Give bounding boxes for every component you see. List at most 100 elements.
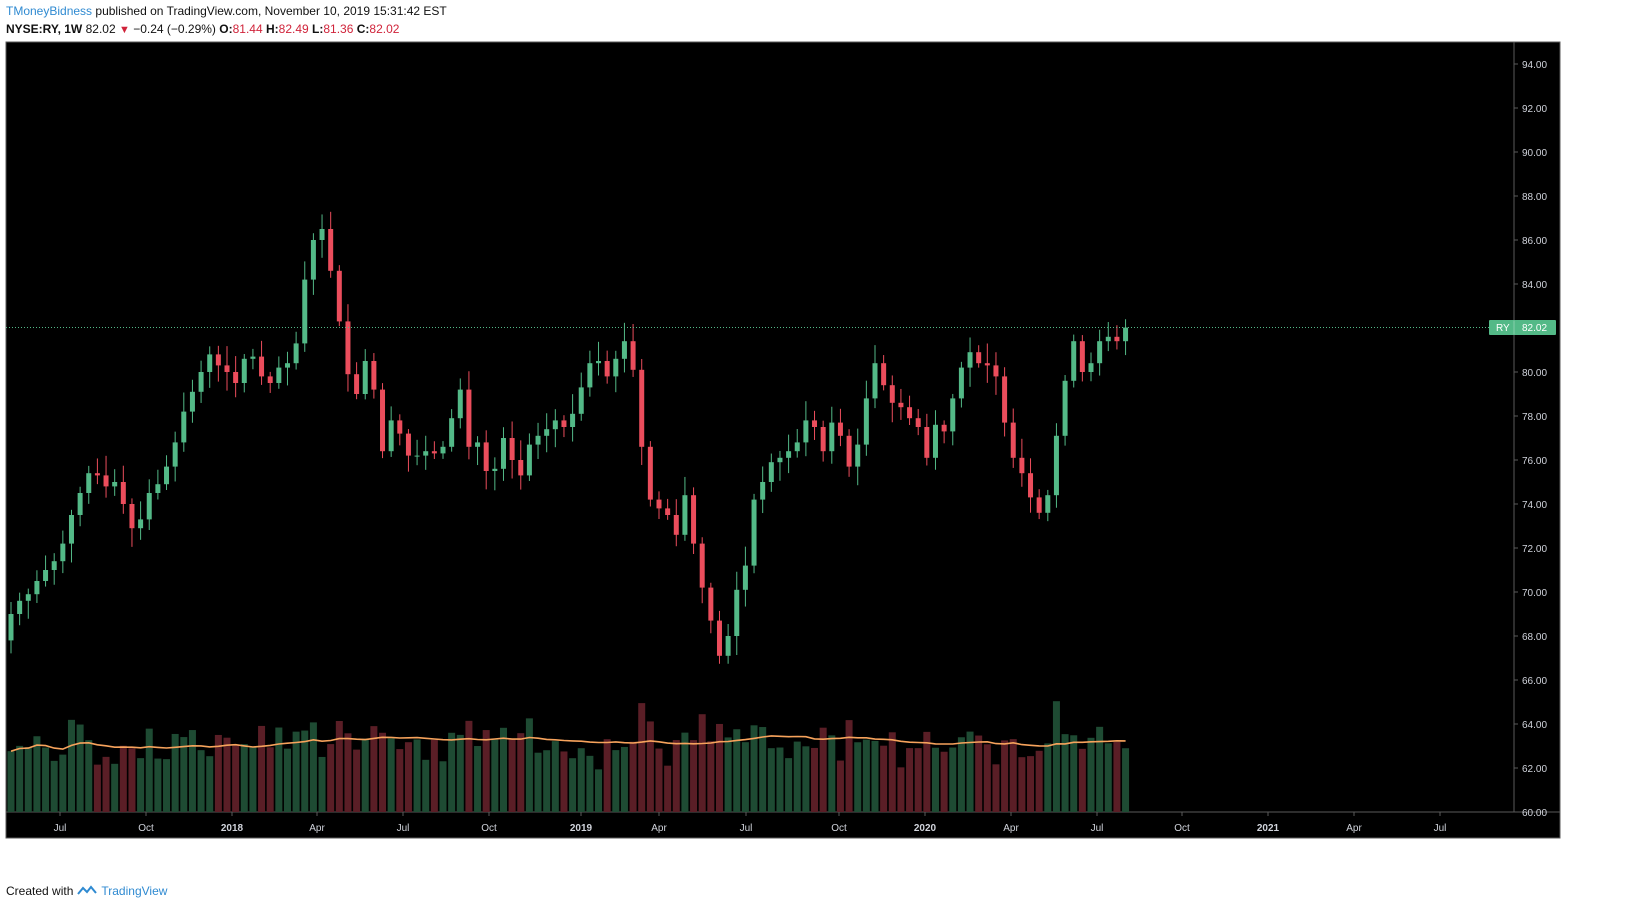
candle-body	[302, 279, 308, 344]
candle-body	[362, 361, 368, 394]
volume-bar	[992, 764, 1000, 812]
plot-area[interactable]	[6, 42, 1514, 812]
x-tick-label: Jul	[54, 823, 67, 834]
volume-bar	[595, 769, 603, 812]
volume-bar	[448, 732, 456, 812]
volume-bar	[819, 727, 827, 812]
price-axis[interactable]	[1514, 42, 1560, 812]
volume-bar	[862, 739, 870, 812]
volume-bar	[7, 751, 15, 812]
volume-bar	[940, 751, 948, 812]
candle-body	[207, 354, 213, 372]
volume-bar	[888, 732, 896, 812]
volume-bar	[301, 730, 309, 812]
candle-body	[561, 420, 567, 427]
candle-body	[164, 466, 170, 485]
candle-body	[43, 570, 49, 581]
volume-bar	[93, 764, 101, 812]
y-tick-label: 80.00	[1522, 368, 1547, 379]
y-tick-label: 86.00	[1522, 236, 1547, 247]
volume-bar	[707, 741, 715, 812]
low-value: 81.36	[323, 22, 354, 36]
volume-bar	[906, 748, 914, 812]
volume-bar	[966, 731, 974, 812]
candle-body	[284, 363, 290, 368]
volume-bar	[949, 747, 957, 812]
time-axis[interactable]	[6, 812, 1560, 838]
candle-body	[872, 363, 878, 399]
candle-body	[716, 620, 722, 656]
volume-bar	[785, 758, 793, 812]
volume-bar	[1052, 701, 1060, 812]
candle-body	[889, 385, 895, 403]
candle-body	[449, 418, 455, 447]
candle-body	[647, 446, 653, 500]
volume-bar	[180, 737, 188, 812]
volume-bar	[802, 746, 810, 812]
candle-body	[673, 515, 679, 535]
author-link[interactable]: TMoneyBidness	[6, 4, 93, 18]
candle-body	[129, 504, 135, 529]
tradingview-logo-icon[interactable]	[77, 885, 98, 897]
volume-bar	[845, 720, 853, 812]
volume-bar	[525, 718, 533, 812]
volume-bar	[1122, 748, 1130, 812]
price-label-tag: RY 82.02	[1489, 320, 1556, 336]
last-price: 82.02	[85, 22, 116, 36]
candle-body	[751, 499, 757, 566]
volume-bar	[638, 703, 646, 812]
candle-body	[803, 420, 809, 443]
volume-bar	[249, 746, 257, 812]
x-tick-label: 2018	[221, 823, 244, 834]
x-tick-label: 2021	[1257, 823, 1280, 834]
candle-body	[500, 438, 506, 469]
candle-body	[950, 398, 956, 432]
volume-bar	[370, 726, 378, 812]
volume-bar	[283, 748, 291, 812]
price-tag-box	[1489, 320, 1556, 336]
volume-bar	[154, 758, 162, 812]
volume-bar	[439, 761, 447, 812]
candle-body	[570, 413, 576, 427]
candle-body	[86, 473, 92, 493]
candle-body	[855, 444, 861, 467]
candle-body	[25, 594, 31, 601]
volume-bar	[379, 732, 387, 812]
candle-body	[786, 451, 792, 458]
candle-body	[621, 341, 627, 359]
candle-body	[1053, 435, 1059, 496]
candle-body	[241, 358, 247, 383]
volume-bar	[206, 756, 214, 812]
volume-bar	[361, 738, 369, 812]
candle-body	[423, 451, 429, 456]
candle-body	[77, 493, 83, 515]
candle-body	[1062, 380, 1068, 436]
candle-body	[1123, 327, 1129, 342]
candle-body	[475, 442, 481, 447]
candle-body	[198, 372, 204, 392]
volume-bar	[914, 748, 922, 812]
candle-body	[760, 482, 766, 500]
candle-body	[336, 270, 342, 322]
volume-bar	[111, 763, 119, 812]
y-tick-label: 90.00	[1522, 148, 1547, 159]
candle-body	[1105, 336, 1111, 342]
candle-body	[380, 389, 386, 452]
volume-bar	[119, 745, 127, 812]
candle-body	[552, 420, 558, 430]
candle-body	[794, 442, 800, 452]
candle-body	[17, 600, 23, 614]
x-tick-label: Oct	[1174, 823, 1190, 834]
x-tick-label: Apr	[1003, 823, 1019, 834]
volume-bar	[828, 735, 836, 812]
volume-bar	[690, 740, 698, 812]
volume-bar	[413, 739, 421, 812]
volume-bar	[59, 754, 67, 812]
volume-bar	[188, 730, 196, 812]
volume-bar	[258, 725, 266, 812]
candle-body	[915, 418, 921, 427]
tradingview-link[interactable]: TradingView	[101, 884, 168, 898]
symbol-legend: NYSE:RY, 1W 82.02 ▼ −0.24 (−0.29%) O:81.…	[6, 22, 399, 36]
candle-body	[319, 229, 325, 240]
